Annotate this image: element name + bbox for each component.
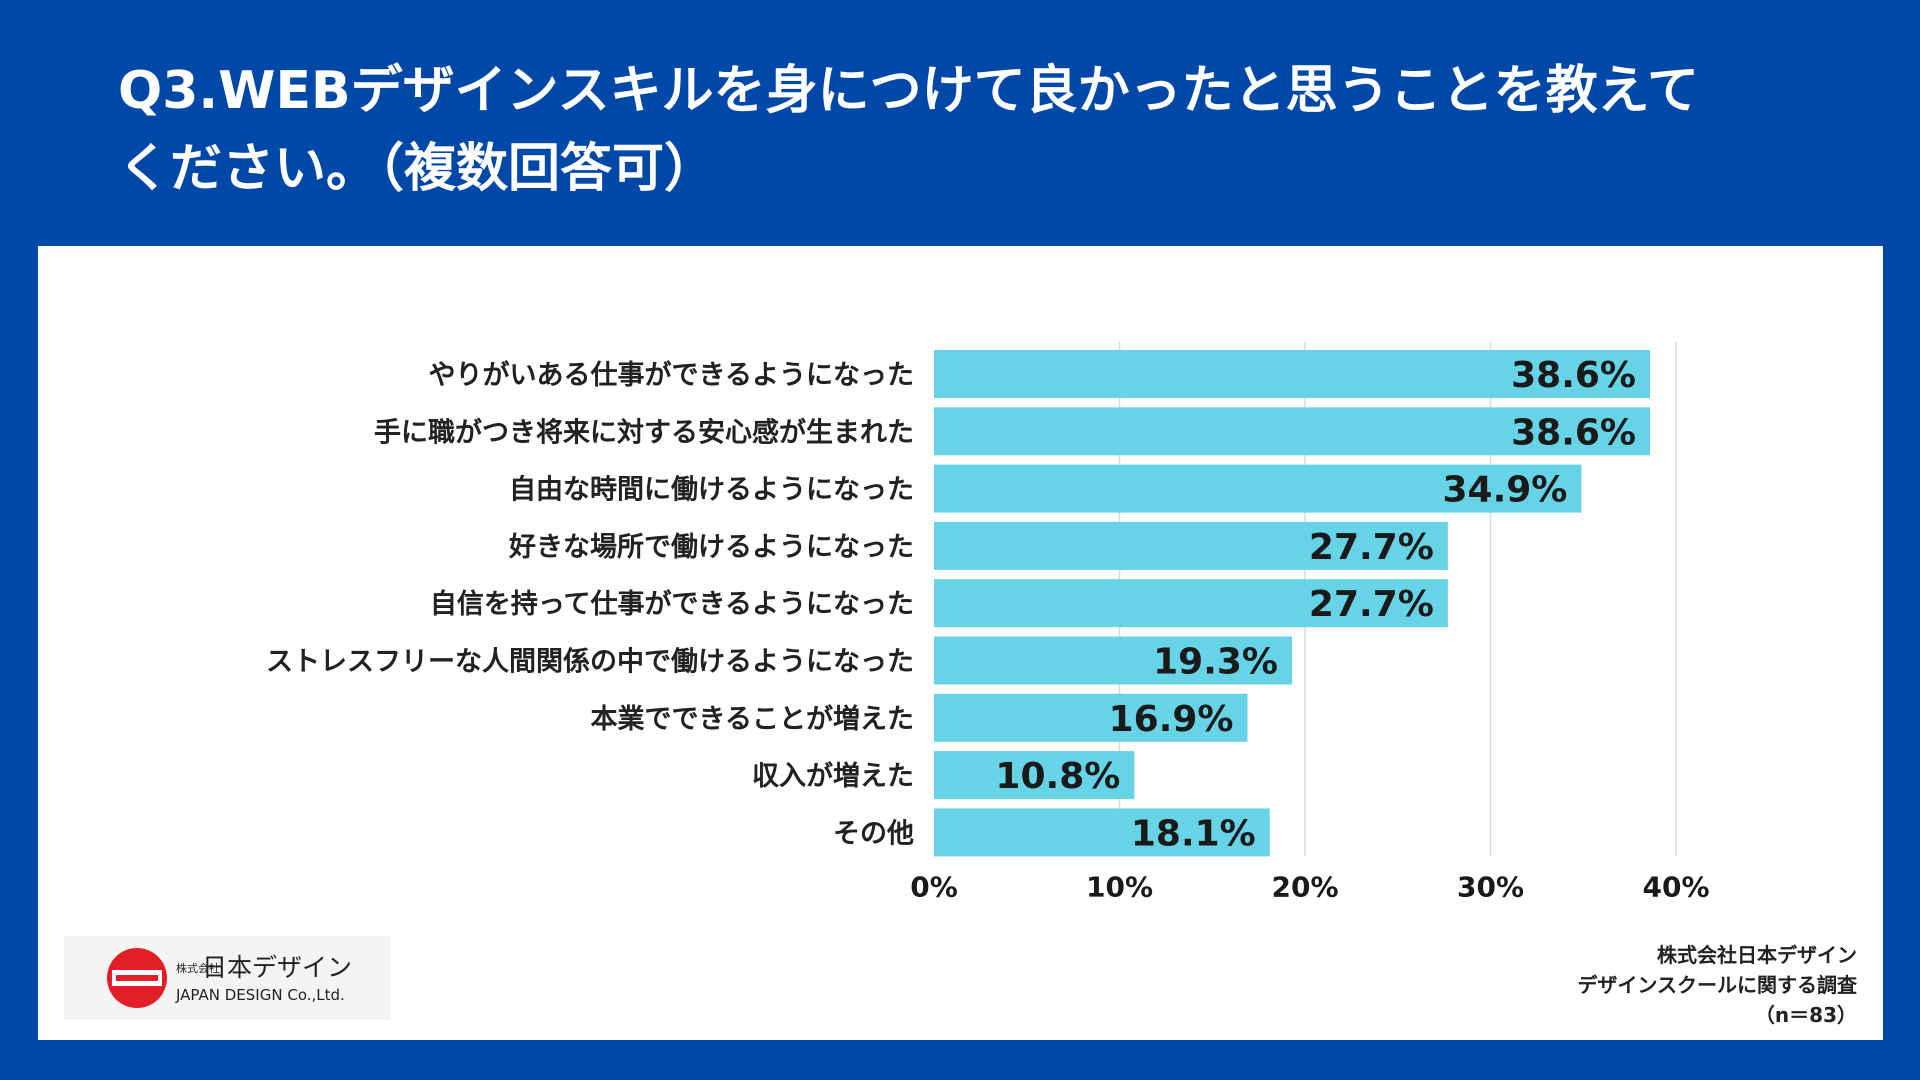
x-tick-label: 30% bbox=[1457, 870, 1524, 903]
category-label: その他 bbox=[833, 818, 914, 849]
bar bbox=[934, 521, 1448, 570]
bar bbox=[934, 350, 1651, 398]
source-sample-size: （n＝83） bbox=[1754, 1003, 1857, 1027]
x-tick-label: 20% bbox=[1271, 870, 1338, 903]
bar-chart: 38.6% やりがいある仕事ができるようになった 38.6% 手に職がつき将来に対する… bbox=[266, 342, 1710, 903]
source-note: 株式会社日本デザイン デザインスクールに関する調査 （n＝83） bbox=[1577, 940, 1857, 1030]
bar bbox=[934, 751, 1135, 800]
bar-value-label: 16.9% bbox=[1109, 699, 1234, 740]
bar-value-label: 10.8% bbox=[995, 756, 1120, 797]
category-label: 自由な時間に働けるようになった bbox=[509, 474, 914, 506]
category-label: 本業でできることが増えた bbox=[591, 703, 914, 735]
logo-mark-icon bbox=[107, 948, 167, 1008]
bar bbox=[934, 636, 1293, 685]
logo-company-name: 株式会社日本デザイン bbox=[176, 948, 352, 984]
bar bbox=[934, 464, 1582, 513]
bar-value-label: 19.3% bbox=[1153, 642, 1278, 683]
x-tick-label: 40% bbox=[1642, 870, 1709, 903]
bar bbox=[934, 808, 1270, 857]
title-line-1: Q3.WEBデザインスキルを身につけて良かったと思うことを教えて bbox=[118, 61, 1700, 121]
bar-value-label: 34.9% bbox=[1442, 470, 1567, 511]
logo-english-name: JAPAN DESIGN Co.,Ltd. bbox=[176, 986, 345, 1004]
bar-value-label: 38.6% bbox=[1511, 412, 1636, 453]
category-label: 自信を持って仕事ができるようになった bbox=[430, 588, 914, 620]
bar bbox=[934, 407, 1651, 456]
source-company: 株式会社日本デザイン bbox=[1657, 943, 1857, 967]
chart-panel: 38.6% やりがいある仕事ができるようになった 38.6% 手に職がつき将来に対する… bbox=[38, 246, 1883, 1040]
category-label: やりがいある仕事ができるようになった bbox=[429, 359, 914, 391]
source-survey: デザインスクールに関する調査 bbox=[1577, 973, 1857, 997]
logo-prefix: 株式会社 bbox=[176, 962, 220, 975]
bar-value-label: 27.7% bbox=[1309, 527, 1434, 568]
bar-value-label: 27.7% bbox=[1309, 584, 1434, 625]
bar-value-label: 18.1% bbox=[1131, 813, 1256, 854]
title-line-2: ください。（複数回答可） bbox=[118, 139, 717, 199]
chart-title: Q3.WEBデザインスキルを身につけて良かったと思うことを教えて ください。（複… bbox=[118, 52, 1838, 208]
bar bbox=[934, 693, 1248, 742]
logo-name-text: 日本デザイン bbox=[202, 953, 353, 982]
x-tick-label: 0% bbox=[910, 870, 958, 903]
company-logo: 株式会社日本デザイン JAPAN DESIGN Co.,Ltd. bbox=[64, 936, 390, 1020]
category-label: 好きな場所で働けるようになった bbox=[508, 532, 914, 563]
category-label: 収入が増えた bbox=[752, 760, 914, 792]
category-label: 手に職がつき将来に対する安心感が生まれた bbox=[374, 416, 914, 448]
bar-value-label: 38.6% bbox=[1511, 355, 1636, 396]
x-tick-label: 10% bbox=[1086, 870, 1153, 903]
category-label: ストレスフリーな人間関係の中で働けるようになった bbox=[266, 647, 914, 678]
bar bbox=[934, 579, 1448, 628]
